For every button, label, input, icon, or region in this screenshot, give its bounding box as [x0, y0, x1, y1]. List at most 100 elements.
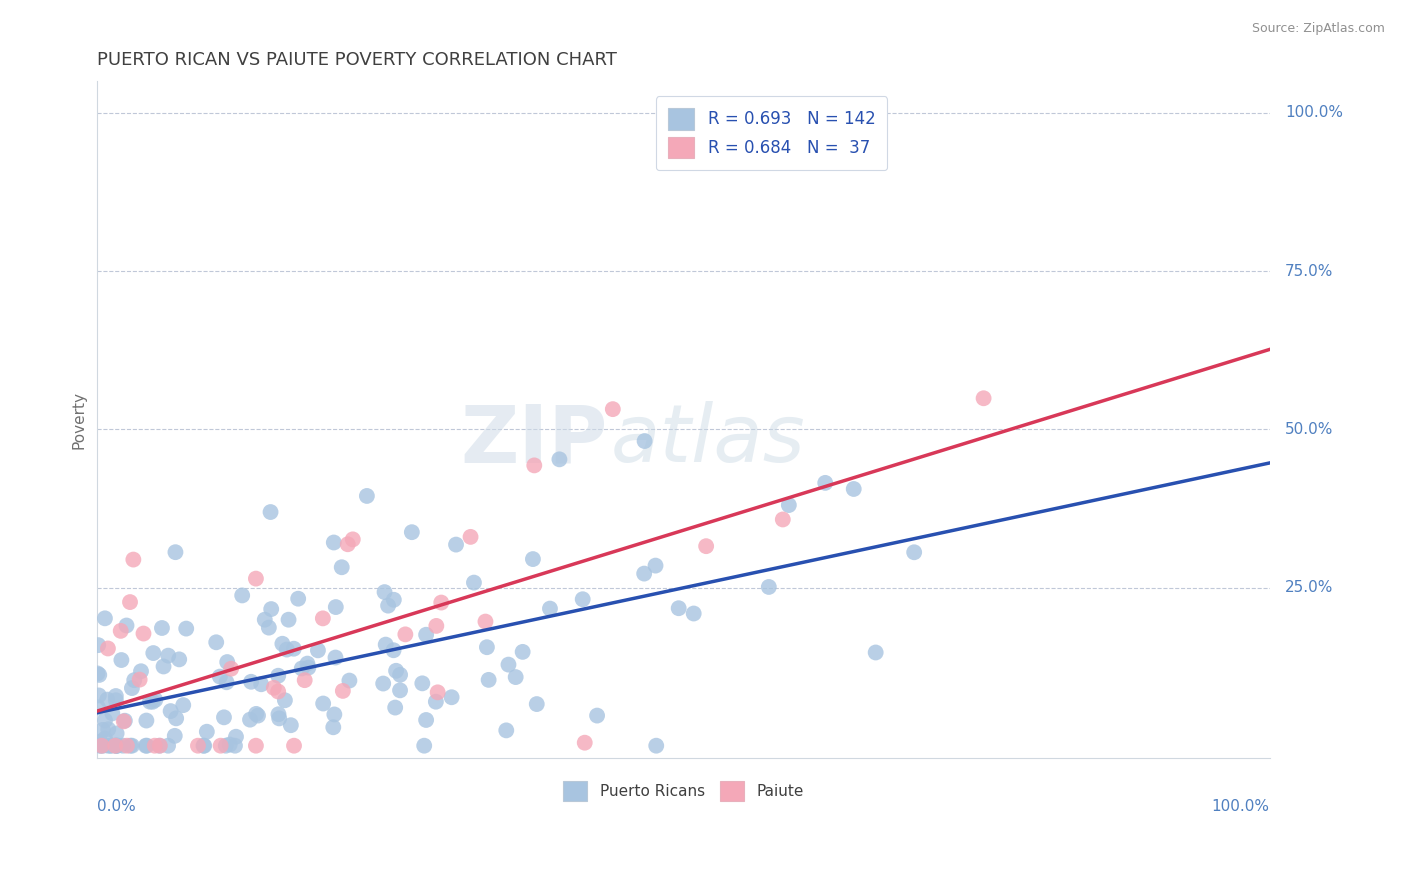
- Point: [224, 739, 246, 753]
- Point: [219, 662, 242, 676]
- Point: [195, 724, 218, 739]
- Point: [522, 552, 544, 566]
- Point: [150, 621, 173, 635]
- Point: [460, 530, 482, 544]
- Point: [89, 734, 111, 748]
- Legend: Puerto Ricans, Paiute: Puerto Ricans, Paiute: [555, 773, 811, 808]
- Point: [374, 585, 396, 599]
- Point: [814, 475, 837, 490]
- Point: [239, 713, 262, 727]
- Point: [323, 707, 346, 722]
- Point: [105, 739, 128, 753]
- Point: [384, 700, 406, 714]
- Point: [97, 722, 120, 736]
- Point: [277, 613, 299, 627]
- Point: [104, 693, 127, 707]
- Point: [135, 714, 157, 728]
- Point: [209, 739, 232, 753]
- Point: [215, 739, 238, 753]
- Point: [86, 666, 108, 681]
- Point: [602, 402, 624, 417]
- Point: [97, 641, 120, 656]
- Point: [101, 706, 124, 721]
- Point: [193, 739, 215, 753]
- Point: [105, 739, 128, 753]
- Text: 25.0%: 25.0%: [1285, 580, 1333, 595]
- Point: [342, 533, 364, 547]
- Point: [339, 673, 361, 688]
- Point: [245, 572, 267, 586]
- Point: [903, 545, 925, 559]
- Point: [215, 675, 238, 690]
- Point: [90, 739, 112, 753]
- Point: [110, 653, 132, 667]
- Point: [356, 489, 378, 503]
- Point: [382, 643, 405, 657]
- Point: [163, 729, 186, 743]
- Text: ZIP: ZIP: [460, 401, 607, 479]
- Point: [112, 714, 135, 729]
- Point: [132, 626, 155, 640]
- Point: [205, 635, 228, 649]
- Point: [187, 739, 209, 753]
- Point: [193, 739, 215, 753]
- Point: [218, 738, 240, 752]
- Point: [778, 498, 800, 512]
- Point: [463, 575, 485, 590]
- Point: [91, 723, 114, 737]
- Point: [415, 713, 437, 727]
- Point: [87, 638, 110, 652]
- Point: [973, 391, 995, 405]
- Point: [413, 739, 436, 753]
- Point: [297, 660, 319, 674]
- Point: [325, 600, 347, 615]
- Point: [772, 512, 794, 526]
- Point: [271, 637, 294, 651]
- Point: [307, 643, 329, 657]
- Point: [411, 676, 433, 690]
- Point: [668, 601, 690, 615]
- Point: [389, 683, 412, 698]
- Text: 0.0%: 0.0%: [97, 799, 136, 814]
- Point: [87, 689, 110, 703]
- Point: [571, 592, 593, 607]
- Point: [91, 739, 114, 753]
- Point: [495, 723, 517, 738]
- Point: [269, 711, 291, 725]
- Point: [105, 726, 128, 740]
- Point: [87, 700, 110, 714]
- Point: [157, 739, 180, 753]
- Point: [250, 677, 273, 691]
- Point: [152, 659, 174, 673]
- Point: [291, 661, 314, 675]
- Point: [143, 739, 166, 753]
- Point: [267, 707, 290, 722]
- Point: [122, 673, 145, 688]
- Text: 50.0%: 50.0%: [1285, 422, 1333, 437]
- Point: [110, 624, 132, 638]
- Point: [100, 739, 122, 753]
- Point: [107, 739, 129, 753]
- Point: [118, 595, 141, 609]
- Point: [682, 607, 704, 621]
- Point: [274, 693, 297, 707]
- Point: [633, 566, 655, 581]
- Point: [865, 645, 887, 659]
- Point: [548, 452, 571, 467]
- Text: 100.0%: 100.0%: [1285, 105, 1343, 120]
- Point: [89, 668, 111, 682]
- Point: [512, 645, 534, 659]
- Point: [148, 739, 170, 753]
- Point: [90, 739, 112, 753]
- Point: [526, 697, 548, 711]
- Point: [97, 739, 120, 753]
- Point: [382, 592, 405, 607]
- Point: [96, 692, 118, 706]
- Point: [426, 685, 449, 699]
- Point: [297, 657, 319, 671]
- Point: [478, 673, 501, 687]
- Point: [267, 684, 290, 698]
- Point: [336, 537, 359, 551]
- Point: [253, 613, 276, 627]
- Point: [121, 739, 143, 753]
